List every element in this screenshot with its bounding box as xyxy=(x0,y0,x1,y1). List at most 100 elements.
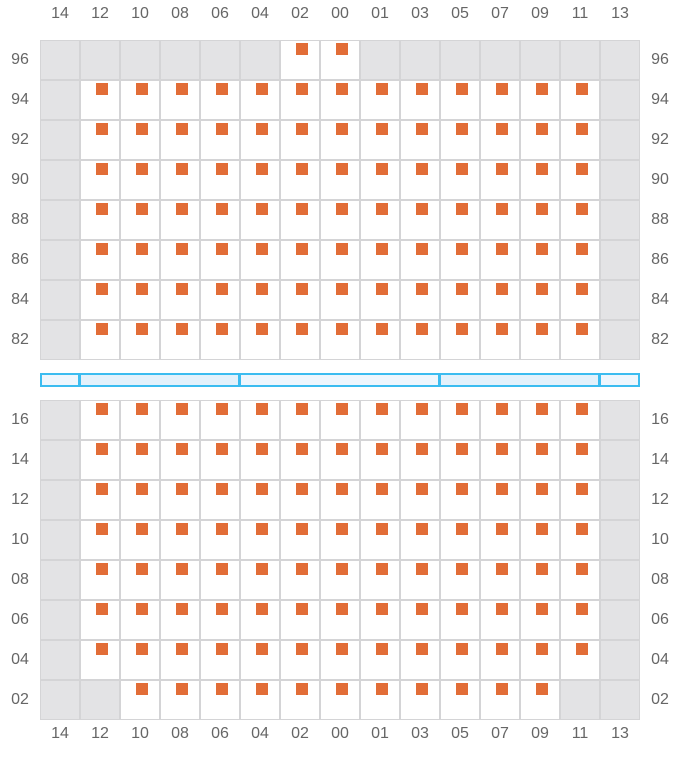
seat-08-00[interactable] xyxy=(336,563,348,575)
seat-94-00[interactable] xyxy=(336,83,348,95)
seat-10-04[interactable] xyxy=(256,523,268,535)
seat-86-00[interactable] xyxy=(336,243,348,255)
seat-04-12[interactable] xyxy=(96,643,108,655)
seat-92-04[interactable] xyxy=(256,123,268,135)
seat-06-10[interactable] xyxy=(136,603,148,615)
seat-90-04[interactable] xyxy=(256,163,268,175)
seat-88-05[interactable] xyxy=(456,203,468,215)
seat-06-01[interactable] xyxy=(376,603,388,615)
seat-02-10[interactable] xyxy=(136,683,148,695)
seat-86-03[interactable] xyxy=(416,243,428,255)
seat-08-01[interactable] xyxy=(376,563,388,575)
seat-06-02[interactable] xyxy=(296,603,308,615)
seat-90-00[interactable] xyxy=(336,163,348,175)
seat-10-00[interactable] xyxy=(336,523,348,535)
seat-12-03[interactable] xyxy=(416,483,428,495)
seat-94-07[interactable] xyxy=(496,83,508,95)
seat-82-09[interactable] xyxy=(536,323,548,335)
seat-92-10[interactable] xyxy=(136,123,148,135)
seat-86-08[interactable] xyxy=(176,243,188,255)
seat-84-03[interactable] xyxy=(416,283,428,295)
seat-82-05[interactable] xyxy=(456,323,468,335)
seat-92-11[interactable] xyxy=(576,123,588,135)
seat-04-04[interactable] xyxy=(256,643,268,655)
seat-84-11[interactable] xyxy=(576,283,588,295)
seat-82-01[interactable] xyxy=(376,323,388,335)
seat-12-07[interactable] xyxy=(496,483,508,495)
seat-12-08[interactable] xyxy=(176,483,188,495)
seat-08-05[interactable] xyxy=(456,563,468,575)
seat-96-00[interactable] xyxy=(336,43,348,55)
seat-90-07[interactable] xyxy=(496,163,508,175)
seat-88-09[interactable] xyxy=(536,203,548,215)
seat-08-10[interactable] xyxy=(136,563,148,575)
seat-10-11[interactable] xyxy=(576,523,588,535)
seat-86-01[interactable] xyxy=(376,243,388,255)
seat-10-03[interactable] xyxy=(416,523,428,535)
seat-92-09[interactable] xyxy=(536,123,548,135)
seat-92-00[interactable] xyxy=(336,123,348,135)
seat-16-08[interactable] xyxy=(176,403,188,415)
seat-90-03[interactable] xyxy=(416,163,428,175)
seat-10-05[interactable] xyxy=(456,523,468,535)
seat-86-04[interactable] xyxy=(256,243,268,255)
seat-12-04[interactable] xyxy=(256,483,268,495)
seat-86-10[interactable] xyxy=(136,243,148,255)
seat-08-12[interactable] xyxy=(96,563,108,575)
seat-88-02[interactable] xyxy=(296,203,308,215)
seat-82-12[interactable] xyxy=(96,323,108,335)
seat-92-01[interactable] xyxy=(376,123,388,135)
seat-16-12[interactable] xyxy=(96,403,108,415)
seat-82-11[interactable] xyxy=(576,323,588,335)
seat-04-07[interactable] xyxy=(496,643,508,655)
seat-90-12[interactable] xyxy=(96,163,108,175)
seat-82-10[interactable] xyxy=(136,323,148,335)
seat-86-06[interactable] xyxy=(216,243,228,255)
seat-02-07[interactable] xyxy=(496,683,508,695)
seat-02-02[interactable] xyxy=(296,683,308,695)
seat-14-06[interactable] xyxy=(216,443,228,455)
seat-94-01[interactable] xyxy=(376,83,388,95)
seat-02-03[interactable] xyxy=(416,683,428,695)
seat-10-07[interactable] xyxy=(496,523,508,535)
seat-84-07[interactable] xyxy=(496,283,508,295)
seat-12-12[interactable] xyxy=(96,483,108,495)
seat-88-11[interactable] xyxy=(576,203,588,215)
seat-14-11[interactable] xyxy=(576,443,588,455)
seat-94-12[interactable] xyxy=(96,83,108,95)
seat-94-11[interactable] xyxy=(576,83,588,95)
seat-86-05[interactable] xyxy=(456,243,468,255)
seat-16-03[interactable] xyxy=(416,403,428,415)
seat-16-05[interactable] xyxy=(456,403,468,415)
seat-92-06[interactable] xyxy=(216,123,228,135)
seat-14-09[interactable] xyxy=(536,443,548,455)
seat-06-06[interactable] xyxy=(216,603,228,615)
seat-84-04[interactable] xyxy=(256,283,268,295)
seat-90-05[interactable] xyxy=(456,163,468,175)
seat-88-00[interactable] xyxy=(336,203,348,215)
seat-88-03[interactable] xyxy=(416,203,428,215)
seat-16-06[interactable] xyxy=(216,403,228,415)
seat-08-08[interactable] xyxy=(176,563,188,575)
seat-92-03[interactable] xyxy=(416,123,428,135)
seat-84-02[interactable] xyxy=(296,283,308,295)
seat-16-00[interactable] xyxy=(336,403,348,415)
seat-86-02[interactable] xyxy=(296,243,308,255)
seat-02-00[interactable] xyxy=(336,683,348,695)
seat-90-09[interactable] xyxy=(536,163,548,175)
seat-86-07[interactable] xyxy=(496,243,508,255)
seat-82-00[interactable] xyxy=(336,323,348,335)
seat-88-10[interactable] xyxy=(136,203,148,215)
seat-14-00[interactable] xyxy=(336,443,348,455)
seat-02-09[interactable] xyxy=(536,683,548,695)
seat-88-04[interactable] xyxy=(256,203,268,215)
seat-82-04[interactable] xyxy=(256,323,268,335)
seat-04-02[interactable] xyxy=(296,643,308,655)
seat-14-01[interactable] xyxy=(376,443,388,455)
seat-04-11[interactable] xyxy=(576,643,588,655)
seat-12-11[interactable] xyxy=(576,483,588,495)
seat-06-11[interactable] xyxy=(576,603,588,615)
seat-82-08[interactable] xyxy=(176,323,188,335)
seat-16-01[interactable] xyxy=(376,403,388,415)
seat-96-02[interactable] xyxy=(296,43,308,55)
